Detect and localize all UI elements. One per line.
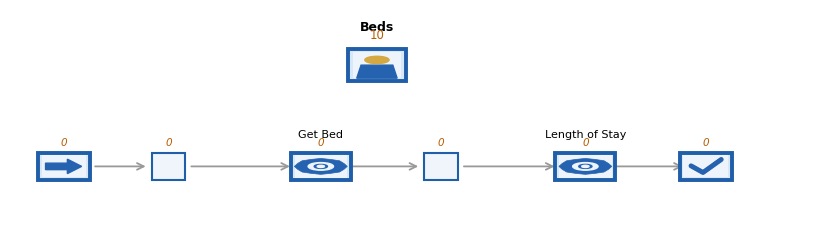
Polygon shape [559, 158, 612, 174]
Text: 0: 0 [317, 138, 324, 148]
FancyBboxPatch shape [151, 153, 186, 180]
Circle shape [365, 56, 389, 63]
FancyBboxPatch shape [425, 153, 458, 180]
Text: 0: 0 [165, 138, 172, 148]
FancyBboxPatch shape [294, 155, 347, 178]
Text: 0: 0 [61, 138, 68, 148]
Circle shape [314, 164, 327, 168]
Circle shape [573, 163, 598, 170]
FancyBboxPatch shape [290, 153, 351, 180]
Text: Get Bed: Get Bed [299, 130, 344, 140]
FancyBboxPatch shape [555, 153, 615, 180]
FancyBboxPatch shape [38, 153, 90, 180]
Text: 0: 0 [582, 138, 589, 148]
Polygon shape [357, 65, 397, 78]
FancyBboxPatch shape [680, 153, 731, 180]
Polygon shape [294, 158, 348, 174]
FancyBboxPatch shape [43, 155, 87, 177]
FancyBboxPatch shape [560, 155, 612, 178]
Text: 10: 10 [370, 29, 384, 42]
Text: Beds: Beds [360, 21, 394, 34]
Circle shape [317, 165, 325, 168]
FancyBboxPatch shape [353, 52, 401, 78]
FancyBboxPatch shape [348, 49, 406, 81]
FancyBboxPatch shape [684, 155, 728, 177]
FancyArrow shape [46, 159, 82, 174]
Text: Length of Stay: Length of Stay [545, 130, 626, 140]
Text: 0: 0 [703, 138, 709, 148]
Circle shape [308, 163, 334, 170]
Circle shape [579, 164, 592, 168]
Circle shape [582, 165, 589, 168]
Text: 0: 0 [438, 138, 444, 148]
